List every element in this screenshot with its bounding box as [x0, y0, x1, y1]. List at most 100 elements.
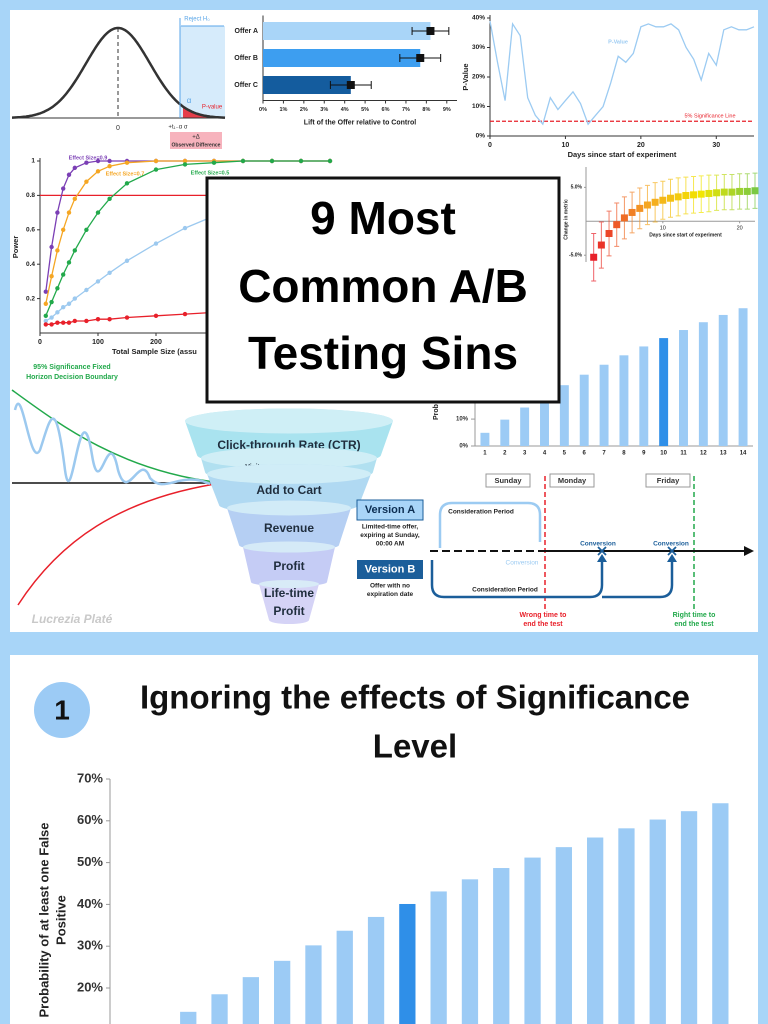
x-tick-label: 9% [443, 107, 451, 113]
x-tick-label: 0 [38, 339, 42, 346]
version-label: Version A [365, 504, 415, 516]
x-tick-label: 6% [382, 107, 390, 113]
funnel-stage [243, 541, 335, 587]
bar [679, 330, 688, 446]
y-tick-label: 40% [472, 15, 485, 22]
y-tick-label: 70% [77, 770, 103, 785]
conversion-label: Conversion [580, 541, 616, 548]
y-axis-title: Power [11, 236, 20, 259]
y-tick-label: 5.0% [571, 185, 583, 191]
point [628, 208, 636, 216]
day-box [549, 473, 595, 488]
bar [305, 945, 322, 1024]
point [690, 191, 698, 199]
x-axis-title: Days since start of experiment [649, 233, 722, 239]
title: 9 Most [310, 192, 456, 244]
threshold-label: 5% Significance Line [684, 114, 735, 120]
x-tick-label: 12 [700, 451, 707, 457]
bar [738, 308, 748, 446]
bar [263, 76, 351, 94]
x-tick-label: 1% [279, 107, 287, 113]
bar [461, 879, 479, 1024]
x-tick-label: 100 [92, 339, 104, 346]
funnel-label: Life-time [264, 586, 314, 600]
bar [698, 322, 708, 446]
bar [540, 396, 549, 446]
series-label: P-Value [608, 39, 628, 45]
alpha-label: α [187, 96, 192, 105]
x-tick-label: 0 [488, 142, 492, 149]
y-tick-label: 10% [472, 103, 485, 110]
y-tick-label: 0.2 [26, 295, 35, 302]
y-tick-label: 20% [472, 74, 485, 81]
bar [712, 803, 729, 1024]
upper-boundary [11, 389, 216, 483]
title-box [205, 176, 561, 404]
point [426, 27, 435, 35]
point [43, 289, 48, 294]
point [743, 187, 751, 195]
y-tick-label: 0% [459, 444, 468, 450]
x-tick-label: 200 [150, 339, 162, 346]
point [636, 204, 644, 212]
title: Common A/B [238, 260, 528, 312]
bar [555, 847, 572, 1024]
funnel-label: Profit [273, 604, 304, 618]
series-label: Effect Size=0.5 [191, 170, 230, 176]
bar [367, 916, 385, 1024]
y-tick-label: 40% [77, 896, 103, 911]
x-tick-label: 2% [300, 107, 308, 113]
x-tick-label: 14 [740, 451, 747, 457]
x-tick-label: 10 [562, 142, 570, 149]
y-tick-label: 1 [31, 158, 35, 165]
x-tick-label: 3% [320, 107, 328, 113]
funnel-top [201, 447, 377, 469]
x-tick-label: 30 [712, 142, 720, 149]
point [620, 214, 628, 222]
x-tick-label: 10 [660, 226, 666, 232]
series-label: Effect Size=0.7 [106, 171, 145, 177]
x-tick-label: 7% [402, 107, 410, 113]
x-tick-label: 1 [483, 451, 487, 457]
bar [399, 903, 416, 1024]
bar [242, 977, 259, 1024]
bar [619, 355, 629, 446]
y-tick-label: 0.6 [26, 227, 35, 234]
arrow-head [744, 546, 754, 556]
bar [559, 385, 569, 446]
point [720, 188, 728, 196]
funnel-stage [259, 580, 319, 624]
point [651, 198, 659, 206]
version-note: Offer with no [370, 583, 410, 590]
point [728, 188, 736, 196]
boundary-label: Horizon Decision Boundary [26, 374, 118, 381]
observed-label: Observed Difference [172, 142, 221, 148]
point [751, 187, 759, 195]
funnel: Click-through Rate (CTR)VisitorsAdd to C… [185, 408, 393, 624]
y-axis-title: Change in metric [563, 199, 569, 240]
funnel-label: Revenue [264, 521, 314, 535]
x-axis-title: Lift of the Offer relative to Control [304, 119, 416, 126]
funnel-top [207, 464, 371, 484]
bar [524, 857, 541, 1024]
point [613, 221, 621, 229]
section-header: 1 Ignoring the effects of Significance L… [34, 679, 690, 765]
observed-box [170, 132, 222, 149]
wrong-label: Wrong time to [520, 612, 567, 619]
bar [520, 407, 530, 446]
series-line [45, 160, 330, 317]
p-value-label: P-value [202, 105, 223, 111]
section-heading: Level [373, 728, 457, 765]
x-axis-title: Total Sample Size (assu [112, 347, 197, 356]
bar [263, 22, 431, 40]
version-b-box [357, 560, 423, 579]
period-label: Consideration Period [472, 587, 538, 594]
title-card: 9 Most Common A/B Testing Sins [205, 176, 561, 404]
bar [263, 49, 421, 67]
point [705, 189, 713, 197]
conversion-label: Conversion [506, 560, 539, 567]
x-axis-title: Days since start of experiment [568, 150, 677, 159]
reject-region [180, 26, 225, 118]
